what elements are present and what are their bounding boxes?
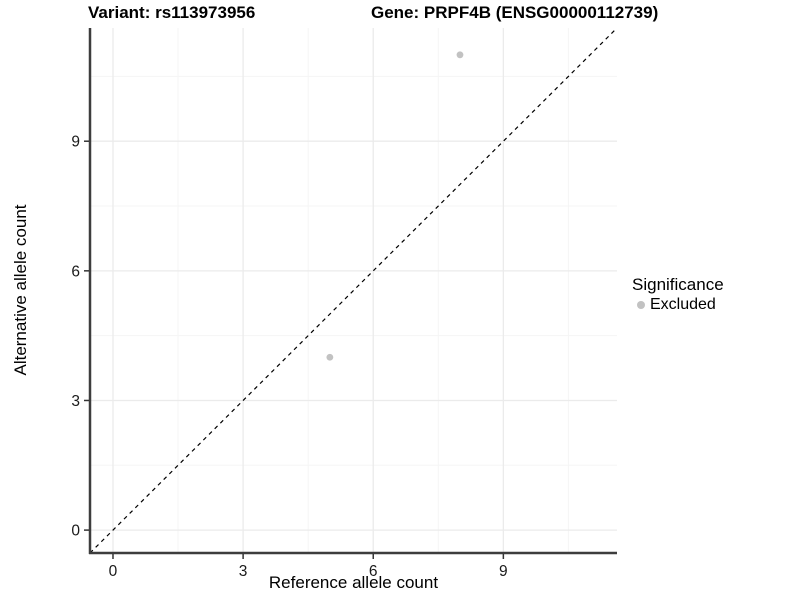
y-tick-label: 9 [71,134,80,151]
y-tick-label: 0 [71,523,80,540]
x-tick-label: 0 [109,563,118,580]
y-tick-label: 6 [71,263,80,280]
legend-title: Significance [632,275,724,294]
legend-point-icon [637,301,645,309]
legend-item-excluded: Excluded [632,296,724,314]
x-tick-label: 6 [369,563,378,580]
x-axis-title: Reference allele count [268,573,439,592]
identity-line [89,27,618,554]
plot-title-gene: Gene: PRPF4B (ENSG00000112739) [371,3,659,22]
legend-item-label: Excluded [650,296,716,313]
y-tick-label: 3 [71,393,80,410]
plot-title-variant: Variant: rs113973956 [88,3,256,22]
data-point [326,353,334,361]
x-tick-label: 3 [239,563,248,580]
x-tick-label: 9 [499,563,508,580]
data-point [456,51,464,59]
legend: Significance Excluded [632,275,724,314]
